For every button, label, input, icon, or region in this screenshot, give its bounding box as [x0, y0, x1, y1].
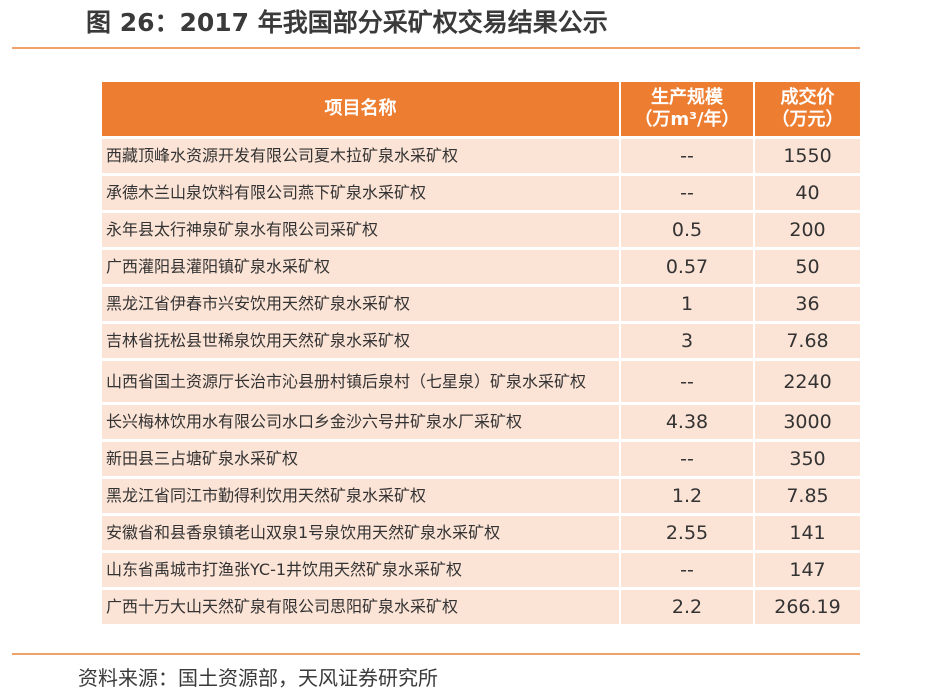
table-row: 安徽省和县香泉镇老山双泉1号泉饮用天然矿泉水采矿权 2.55 141	[102, 513, 860, 552]
transaction-price-cell: 1550	[754, 136, 860, 175]
project-name-cell: 长兴梅林饮用水有限公司水口乡金沙六号井矿泉水厂采矿权	[102, 402, 621, 441]
table-row: 长兴梅林饮用水有限公司水口乡金沙六号井矿泉水厂采矿权 4.38 3000	[102, 402, 860, 441]
transaction-price-cell: 2240	[754, 358, 860, 404]
production-scale-cell: --	[620, 439, 755, 478]
transaction-price-cell: 7.68	[754, 321, 860, 360]
table-row: 吉林省抚松县世稀泉饮用天然矿泉水采矿权 3 7.68	[102, 321, 860, 360]
table-row: 广西十万大山天然矿泉有限公司思阳矿泉水采矿权 2.2 266.19	[102, 587, 860, 624]
production-scale-cell: 4.38	[620, 402, 755, 441]
project-name-cell: 永年县太行神泉矿泉水有限公司采矿权	[102, 210, 621, 249]
production-scale-cell: 0.5	[620, 210, 755, 249]
header-transaction-price: 成交价 （万元）	[754, 82, 860, 138]
table-header-row: 项目名称 生产规模 （万m³/年） 成交价 （万元）	[102, 82, 860, 138]
production-scale-cell: 2.55	[620, 513, 755, 552]
transaction-price-cell: 350	[754, 439, 860, 478]
production-scale-cell: 0.57	[620, 247, 755, 286]
table-row: 山西省国土资源厅长治市沁县册村镇后泉村（七星泉）矿泉水采矿权 -- 2240	[102, 358, 860, 404]
header-project-name: 项目名称	[102, 82, 621, 138]
transaction-price-cell: 7.85	[754, 476, 860, 515]
header-transaction-price-line2: （万元）	[771, 109, 844, 130]
header-production-scale: 生产规模 （万m³/年）	[620, 82, 755, 138]
production-scale-cell: 2.2	[620, 587, 755, 624]
production-scale-cell: --	[620, 173, 755, 212]
header-production-scale-line1: 生产规模	[651, 87, 723, 108]
production-scale-cell: --	[620, 550, 755, 589]
transaction-price-cell: 50	[754, 247, 860, 286]
project-name-cell: 山东省禹城市打渔张YC-1井饮用天然矿泉水采矿权	[102, 550, 621, 589]
transaction-price-cell: 200	[754, 210, 860, 249]
table-row: 新田县三占塘矿泉水采矿权 -- 350	[102, 439, 860, 478]
source-note: 资料来源：国土资源部，天风证券研究所	[78, 666, 438, 690]
production-scale-cell: --	[620, 136, 755, 175]
transaction-price-cell: 36	[754, 284, 860, 323]
project-name-cell: 安徽省和县香泉镇老山双泉1号泉饮用天然矿泉水采矿权	[102, 513, 621, 552]
project-name-cell: 吉林省抚松县世稀泉饮用天然矿泉水采矿权	[102, 321, 621, 360]
table-row: 广西灌阳县灌阳镇矿泉水采矿权 0.57 50	[102, 247, 860, 286]
production-scale-cell: 3	[620, 321, 755, 360]
project-name-cell: 承德木兰山泉饮料有限公司燕下矿泉水采矿权	[102, 173, 621, 212]
project-name-cell: 西藏顶峰水资源开发有限公司夏木拉矿泉水采矿权	[102, 136, 621, 175]
table-row: 山东省禹城市打渔张YC-1井饮用天然矿泉水采矿权 -- 147	[102, 550, 860, 589]
production-scale-cell: 1.2	[620, 476, 755, 515]
production-scale-cell: --	[620, 358, 755, 404]
project-name-cell: 山西省国土资源厅长治市沁县册村镇后泉村（七星泉）矿泉水采矿权	[102, 358, 621, 404]
transaction-price-cell: 266.19	[754, 587, 860, 624]
project-name-cell: 黑龙江省同江市勤得利饮用天然矿泉水采矿权	[102, 476, 621, 515]
table-row: 黑龙江省同江市勤得利饮用天然矿泉水采矿权 1.2 7.85	[102, 476, 860, 515]
header-transaction-price-line1: 成交价	[780, 87, 835, 108]
transaction-price-cell: 147	[754, 550, 860, 589]
project-name-cell: 新田县三占塘矿泉水采矿权	[102, 439, 621, 478]
project-name-cell: 黑龙江省伊春市兴安饮用天然矿泉水采矿权	[102, 284, 621, 323]
production-scale-cell: 1	[620, 284, 755, 323]
mining-rights-table: 项目名称 生产规模 （万m³/年） 成交价 （万元） 西藏顶峰水资源开发有限公司…	[102, 82, 860, 624]
transaction-price-cell: 141	[754, 513, 860, 552]
figure-title: 图 26：2017 年我国部分采矿权交易结果公示	[86, 8, 608, 37]
transaction-price-cell: 3000	[754, 402, 860, 441]
project-name-cell: 广西灌阳县灌阳镇矿泉水采矿权	[102, 247, 621, 286]
table-row: 永年县太行神泉矿泉水有限公司采矿权 0.5 200	[102, 210, 860, 249]
project-name-cell: 广西十万大山天然矿泉有限公司思阳矿泉水采矿权	[102, 587, 621, 624]
table-row: 承德木兰山泉饮料有限公司燕下矿泉水采矿权 -- 40	[102, 173, 860, 212]
bottom-divider	[12, 653, 860, 655]
transaction-price-cell: 40	[754, 173, 860, 212]
top-divider	[12, 47, 860, 49]
table-row: 黑龙江省伊春市兴安饮用天然矿泉水采矿权 1 36	[102, 284, 860, 323]
table-row: 西藏顶峰水资源开发有限公司夏木拉矿泉水采矿权 -- 1550	[102, 136, 860, 175]
header-production-scale-line2: （万m³/年）	[634, 109, 740, 130]
